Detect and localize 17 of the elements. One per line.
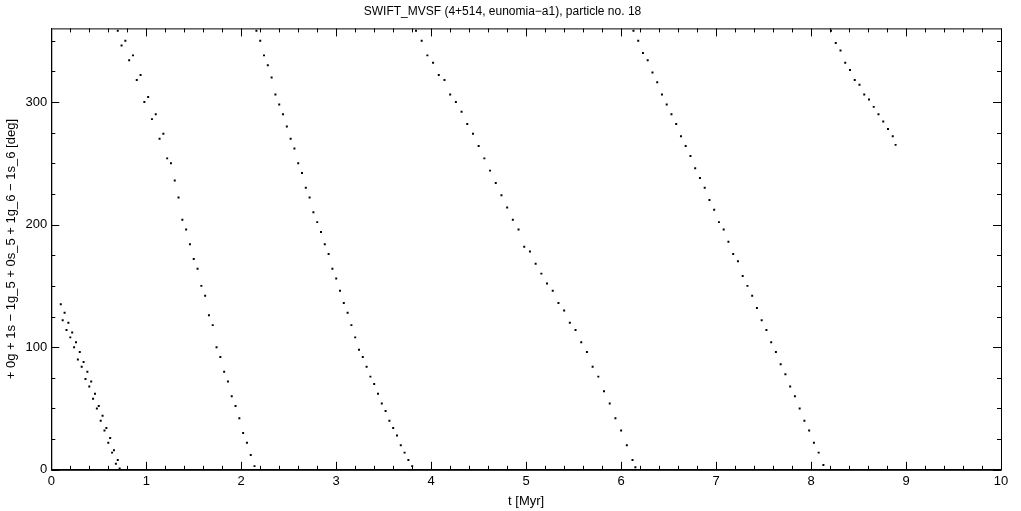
- x-tick-label: 4: [427, 473, 435, 489]
- x-tick-label: 7: [712, 473, 720, 489]
- x-tick-label: 1: [142, 473, 150, 489]
- x-tick-label: 2: [237, 473, 245, 489]
- y-tick-label: 100: [25, 338, 48, 354]
- y-tick-label: 200: [25, 216, 48, 232]
- x-tick-label: 9: [902, 473, 910, 489]
- y-axis-title: + 0g + 1s − 1g_5 + 0s_5 + 1g_6 − 1s_6 [deg]: [3, 118, 19, 380]
- x-axis-title: t [Myr]: [508, 492, 545, 508]
- x-tick-label: 5: [522, 473, 530, 489]
- x-tick-label: 10: [993, 473, 1009, 489]
- x-tick-label: 8: [807, 473, 815, 489]
- chart-title: SWIFT_MVSF (4+514, eunomia−a1), particle no. 18: [363, 3, 642, 18]
- x-tick-label: 6: [617, 473, 625, 489]
- y-tick-label: 0: [40, 461, 48, 477]
- x-tick-label: 3: [332, 473, 340, 489]
- y-tick-label: 300: [25, 93, 48, 109]
